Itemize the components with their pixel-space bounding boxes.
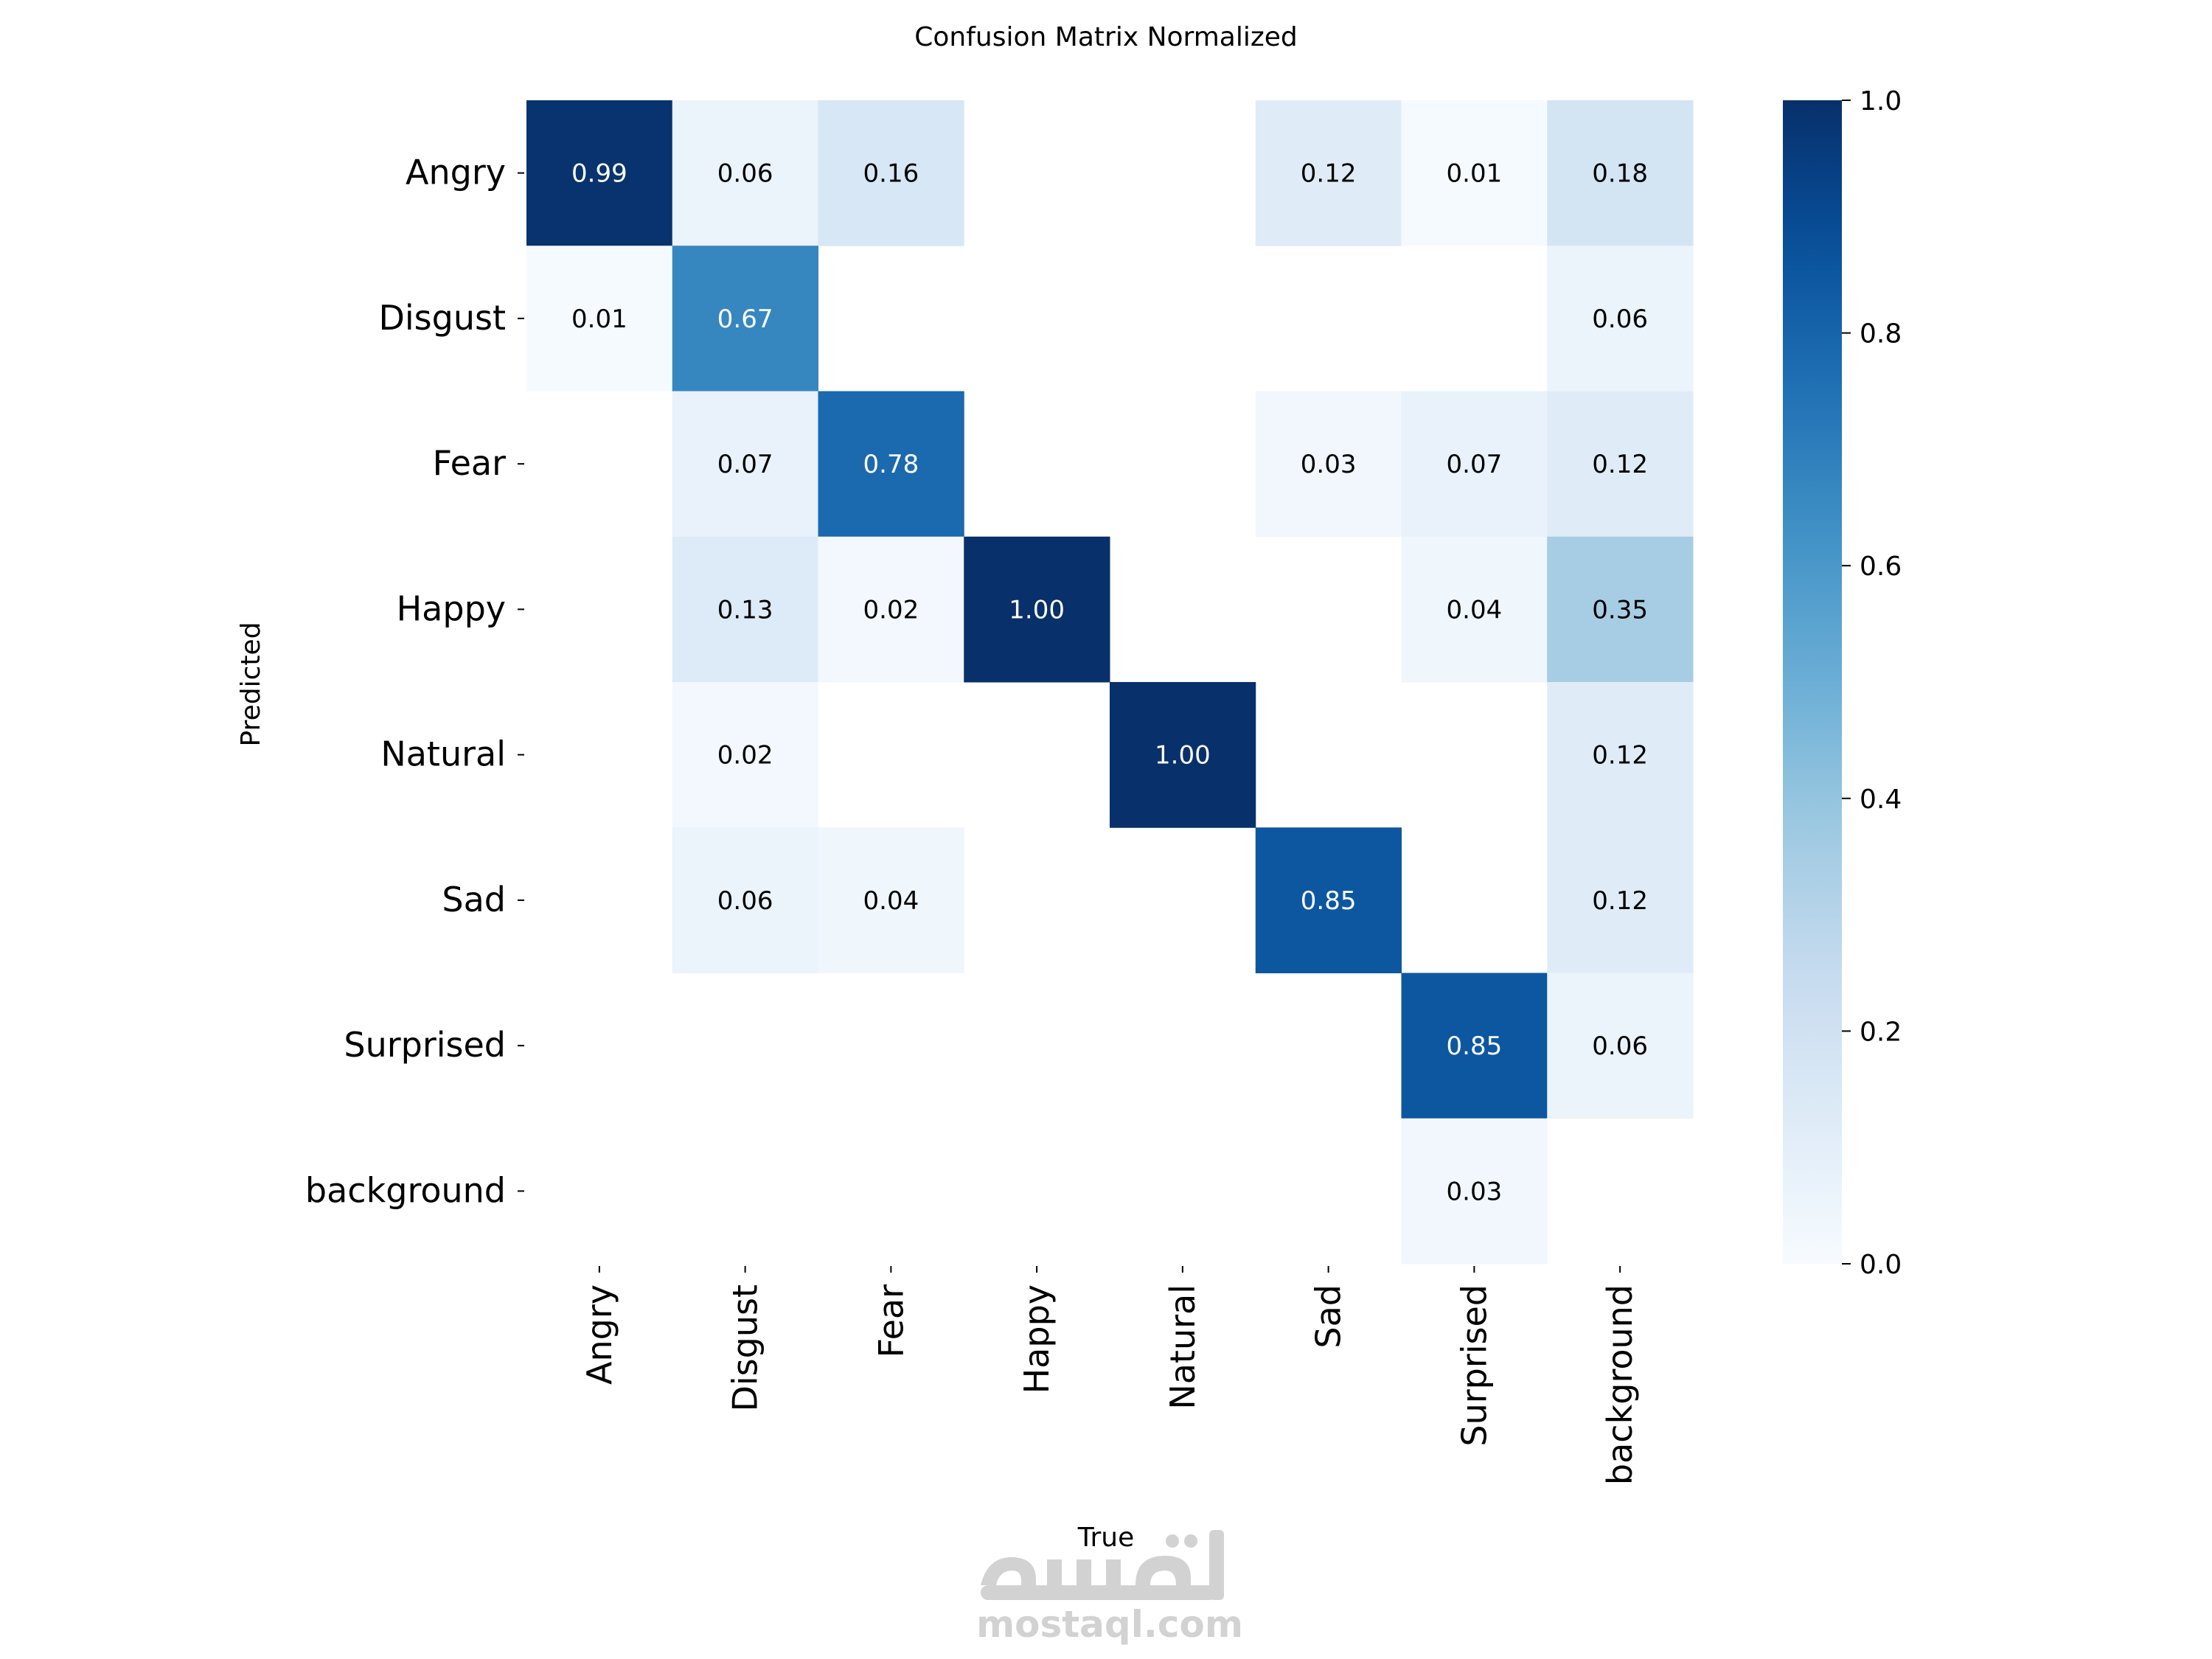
cell-value-label: 0.12 xyxy=(1592,741,1648,771)
heatmap-cell xyxy=(1547,973,1694,1119)
cell-value-label: 0.16 xyxy=(863,159,919,189)
heatmap-cell xyxy=(1110,682,1256,828)
x-tick-label: Sad xyxy=(1309,1284,1349,1349)
x-tick-label: Angry xyxy=(580,1284,619,1385)
cell-value-label: 0.12 xyxy=(1301,159,1357,189)
colorbar-tick-label: 1.0 xyxy=(1860,86,1902,116)
cell-value-label: 0.35 xyxy=(1592,595,1648,625)
heatmap-cell xyxy=(1401,536,1548,683)
cell-value-label: 0.03 xyxy=(1447,1177,1503,1206)
heatmap-cell xyxy=(1547,827,1694,973)
colorbar-tick-label: 0.4 xyxy=(1860,785,1902,815)
colorbar-tick-label: 0.0 xyxy=(1860,1250,1902,1280)
heatmap-cell xyxy=(672,827,818,973)
heatmap-cell xyxy=(672,682,818,828)
heatmap-cell xyxy=(1401,1118,1548,1265)
colorbar-gradient xyxy=(1783,100,1842,1264)
y-tick-label: Sad xyxy=(442,880,506,919)
x-tick-label: Disgust xyxy=(726,1284,765,1412)
colorbar-tick-label: 0.8 xyxy=(1860,319,1902,349)
heatmap-cell xyxy=(672,391,818,538)
heatmap-cell xyxy=(818,536,964,683)
y-tick-label: background xyxy=(305,1170,506,1210)
x-tick-label: background xyxy=(1600,1284,1640,1485)
cell-value-label: 0.02 xyxy=(717,741,773,771)
cell-value-label: 0.04 xyxy=(863,886,919,916)
heatmap-cell xyxy=(1401,391,1548,538)
heatmap-cell xyxy=(818,827,964,973)
x-tick-label: Fear xyxy=(871,1284,911,1357)
heatmap-cell xyxy=(672,100,818,246)
colorbar-tick-label: 0.2 xyxy=(1860,1017,1902,1047)
cell-value-label: 1.00 xyxy=(1155,741,1211,771)
cell-value-label: 0.06 xyxy=(717,886,773,916)
heatmap-cell xyxy=(818,100,964,246)
cell-value-label: 0.06 xyxy=(717,159,773,189)
cell-value-label: 0.06 xyxy=(1592,1032,1648,1061)
heatmap-cell xyxy=(1547,246,1694,392)
heatmap-cell xyxy=(964,536,1110,683)
heatmap-cell xyxy=(1255,391,1402,538)
cell-value-label: 0.85 xyxy=(1301,886,1357,916)
heatmap-cell xyxy=(1547,682,1694,828)
heatmap-cell xyxy=(1547,536,1694,683)
y-tick-label: Surprised xyxy=(344,1025,506,1065)
y-tick-label: Happy xyxy=(397,588,506,628)
heatmap: 0.99 0.06 0.16 0.12 0.01 0.18 0.01 0.67 0.06 0.07… xyxy=(526,100,1694,1265)
y-tick-label: Fear xyxy=(433,443,506,483)
cell-value-label: 0.78 xyxy=(863,450,919,479)
cell-value-label: 0.01 xyxy=(1447,159,1503,189)
cell-value-label: 0.03 xyxy=(1301,450,1357,479)
x-axis-ticks: Angry Disgust Fear Happy Natural Sad Surprised… xyxy=(580,1266,1640,1485)
cell-value-label: 0.18 xyxy=(1592,159,1648,189)
heatmap-cell xyxy=(1401,100,1548,246)
cell-value-label: 0.04 xyxy=(1447,595,1503,625)
cell-value-label: 0.12 xyxy=(1592,450,1648,479)
cell-value-label: 0.12 xyxy=(1592,886,1648,916)
watermark-logo: mostaql.com xyxy=(976,1530,1243,1646)
cell-value-label: 0.07 xyxy=(717,450,773,479)
colorbar: 0.0 0.2 0.4 0.6 0.8 1.0 xyxy=(1783,86,1902,1280)
y-tick-label: Natural xyxy=(380,734,506,774)
cell-value-label: 0.99 xyxy=(571,159,627,189)
cell-value-label: 0.67 xyxy=(717,305,773,334)
heatmap-cell xyxy=(1547,391,1694,538)
y-tick-label: Disgust xyxy=(378,298,506,338)
heatmap-cell xyxy=(526,246,673,392)
watermark-site: mostaql.com xyxy=(976,1603,1243,1646)
colorbar-tick-label: 0.6 xyxy=(1860,552,1902,582)
heatmap-cell xyxy=(672,246,818,392)
heatmap-cell xyxy=(672,536,818,683)
cell-value-label: 0.85 xyxy=(1447,1032,1503,1061)
x-tick-label: Natural xyxy=(1163,1284,1203,1410)
heatmap-cell xyxy=(1547,100,1694,246)
chart-title: Confusion Matrix Normalized xyxy=(914,22,1297,52)
cell-value-label: 0.13 xyxy=(717,595,773,625)
heatmap-cell xyxy=(1401,973,1548,1119)
heatmap-cell xyxy=(1255,100,1402,246)
y-tick-label: Angry xyxy=(406,153,506,192)
heatmap-cell xyxy=(1255,827,1402,973)
y-axis-label: Predicted xyxy=(236,622,266,747)
heatmap-cell xyxy=(526,100,673,246)
cell-value-label: 1.00 xyxy=(1009,595,1065,625)
x-tick-label: Happy xyxy=(1017,1284,1057,1394)
cell-value-label: 0.02 xyxy=(863,595,919,625)
x-axis-label: True xyxy=(1077,1523,1134,1553)
cell-value-label: 0.01 xyxy=(571,305,627,334)
y-axis-ticks: Angry Disgust Fear Happy Natural Sad Surprised… xyxy=(305,153,524,1210)
heatmap-cell xyxy=(818,391,964,538)
x-tick-label: Surprised xyxy=(1454,1284,1494,1447)
cell-value-label: 0.06 xyxy=(1592,305,1648,334)
cell-value-label: 0.07 xyxy=(1447,450,1503,479)
